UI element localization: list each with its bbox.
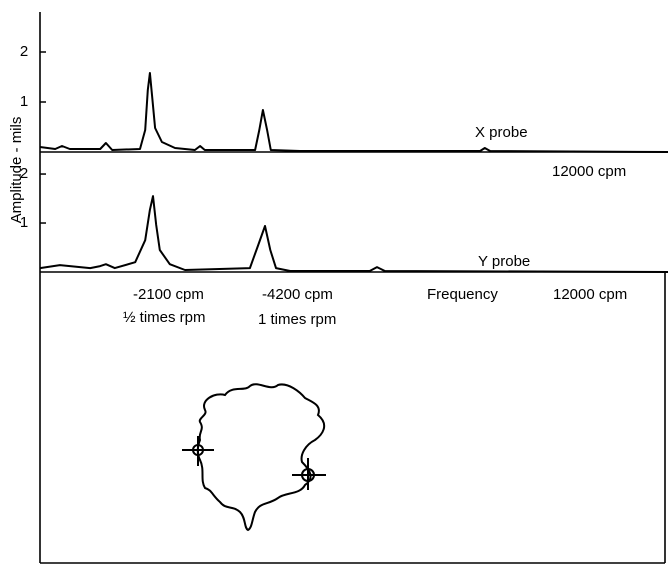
legend-label: X probe <box>475 124 528 141</box>
annotation: -4200 cpm <box>262 286 333 303</box>
y-axis-label: Amplitude - mils <box>8 117 25 224</box>
spectrum-line <box>39 72 669 153</box>
y-tick-label: 1 <box>20 93 28 110</box>
annotation: 12000 cpm <box>552 163 626 180</box>
x-axis-label: Frequency <box>427 286 498 303</box>
orbit-plot <box>182 383 326 532</box>
legend-label: Y probe <box>478 253 530 270</box>
annotation: 12000 cpm <box>553 286 627 303</box>
annotation: -2100 cpm <box>133 286 204 303</box>
y-tick-label: 1 <box>20 214 28 231</box>
annotation: 1 times rpm <box>258 311 336 328</box>
y-tick-label: 2 <box>20 165 28 182</box>
annotation: ½ times rpm <box>123 309 206 326</box>
y-tick-label: 2 <box>20 43 28 60</box>
spectrum-line <box>39 195 669 273</box>
